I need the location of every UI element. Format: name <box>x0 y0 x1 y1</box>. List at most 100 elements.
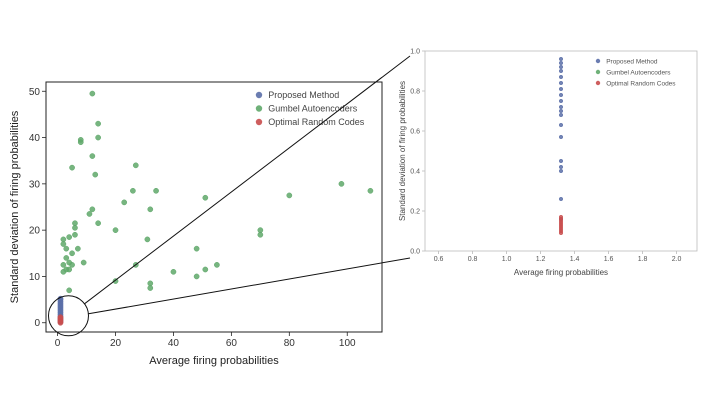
zoom-region-circle <box>47 295 89 337</box>
x-tick-label: 0 <box>55 338 61 349</box>
data-point <box>153 187 159 194</box>
data-point <box>60 262 67 268</box>
legend-entry: Gumbel Autoencoders <box>268 104 358 114</box>
y-tick-label: 50 <box>29 87 41 98</box>
data-point <box>202 266 209 273</box>
data-point <box>558 60 564 66</box>
data-point <box>558 112 564 118</box>
data-point <box>89 90 96 97</box>
y-tick-label: 0.2 <box>410 208 420 215</box>
legend-marker <box>595 69 601 75</box>
data-point <box>121 199 128 206</box>
y-tick-label: 0.8 <box>410 88 420 95</box>
zoomed-scatter-chart: 0.6 0.8 1.0 1.2 1.4 1.6 1.8 2.0 0.0 0.2 0.4 0.6 0.8 1… <box>398 48 698 277</box>
main-scatter-chart: 0 20 40 60 80 100 0 10 20 30 40 50 Average firing pr… <box>9 81 383 367</box>
y-tick-label: 40 <box>29 133 41 144</box>
x-tick-label: 20 <box>110 338 122 349</box>
data-point <box>80 259 87 266</box>
data-point <box>95 220 101 227</box>
data-point <box>214 262 220 268</box>
data-point <box>558 230 564 236</box>
x-tick-label: 1.8 <box>638 256 648 263</box>
data-point <box>63 245 70 252</box>
data-point <box>95 134 101 141</box>
data-point <box>558 104 564 110</box>
data-point <box>193 245 200 252</box>
x-tick-label: 0.8 <box>468 256 478 263</box>
y-axis-label: Standard deviation of firing probabiliti… <box>398 81 407 221</box>
data-point <box>72 231 78 238</box>
data-point <box>72 224 78 231</box>
data-point <box>132 162 139 169</box>
legend-entry: Optimal Random Codes <box>606 80 676 87</box>
data-point <box>558 108 564 114</box>
legend-marker <box>255 118 263 126</box>
data-point <box>558 196 564 202</box>
data-point <box>63 255 70 261</box>
data-point <box>89 153 96 159</box>
x-tick-label: 1.2 <box>536 256 546 263</box>
y-tick-label: 0.0 <box>410 248 420 255</box>
data-point <box>69 164 75 171</box>
y-tick-label: 30 <box>29 179 41 190</box>
data-point <box>89 206 96 213</box>
y-tick-label: 1.0 <box>410 48 420 55</box>
data-point <box>144 236 151 243</box>
x-axis-label: Average firing probabilities <box>514 268 608 277</box>
data-point <box>57 314 64 321</box>
y-tick-label: 10 <box>29 272 41 283</box>
data-point <box>558 168 564 174</box>
y-tick-label: 0.6 <box>410 128 420 135</box>
data-point <box>202 194 209 201</box>
data-point <box>69 262 75 268</box>
data-point <box>558 68 564 74</box>
data-point <box>558 86 564 92</box>
legend-entry: Optimal Random Codes <box>268 117 365 127</box>
x-tick-label: 0.6 <box>434 256 444 263</box>
legend-marker <box>255 105 263 112</box>
plot-frame <box>45 81 383 333</box>
y-tick-label: 20 <box>29 226 41 237</box>
legend-entry: Proposed Method <box>606 58 658 65</box>
data-point <box>86 211 93 217</box>
data-point <box>147 206 154 213</box>
data-point <box>95 120 101 127</box>
data-point <box>338 181 345 187</box>
connector-line-top <box>84 55 411 305</box>
data-point <box>558 122 564 128</box>
data-point <box>130 187 136 194</box>
data-point <box>92 171 99 178</box>
data-point <box>112 227 119 233</box>
data-point <box>558 74 564 80</box>
data-point <box>66 287 73 294</box>
data-point <box>257 231 264 238</box>
x-tick-label: 1.4 <box>570 256 580 263</box>
data-point <box>558 158 564 164</box>
y-tick-label: 0 <box>34 318 40 329</box>
y-axis-label: Standard deviation of firing probabiliti… <box>9 110 21 303</box>
data-point <box>193 273 200 280</box>
zoom-connectors <box>47 55 411 337</box>
legend-entry: Gumbel Autoencoders <box>606 69 671 76</box>
data-point <box>558 92 564 98</box>
data-point <box>558 164 564 170</box>
legend-marker <box>255 91 263 99</box>
data-point <box>75 245 81 252</box>
data-point <box>558 98 564 104</box>
data-point <box>60 241 67 247</box>
plot-frame <box>424 50 698 252</box>
legend-entry: Proposed Method <box>268 90 339 100</box>
x-tick-label: 2.0 <box>672 256 682 263</box>
data-point <box>60 268 67 275</box>
x-axis-label: Average firing probabilities <box>149 355 279 367</box>
data-point <box>69 250 75 257</box>
data-point <box>77 139 84 146</box>
data-point <box>147 285 154 291</box>
connector-line-bottom <box>88 257 411 315</box>
data-point <box>170 268 177 275</box>
legend-marker <box>595 58 601 64</box>
data-point <box>558 64 564 70</box>
data-point <box>66 234 73 240</box>
x-tick-label: 1.0 <box>502 256 512 263</box>
data-point <box>367 187 374 194</box>
